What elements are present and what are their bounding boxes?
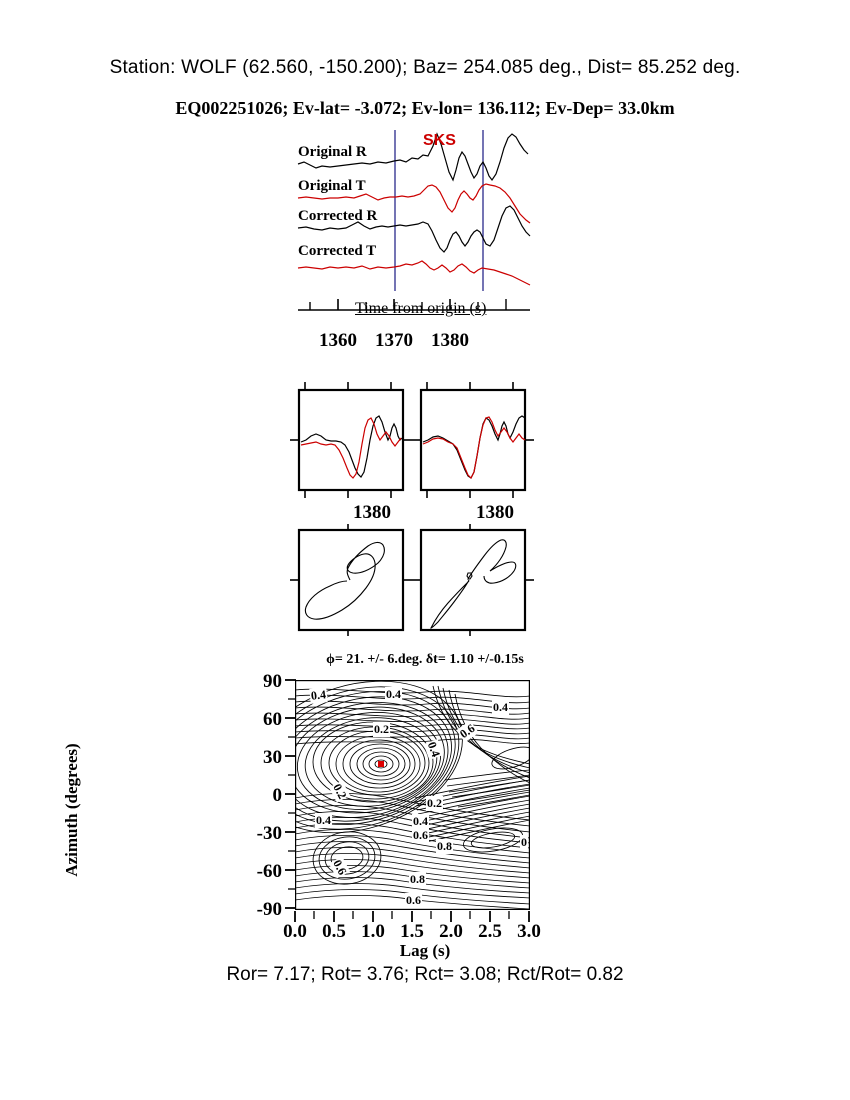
minimum-marker [378,761,384,767]
y-tick-neg90: -90 [256,899,282,920]
waveform-panel: Original R Original T Corrected R Correc… [290,128,540,293]
particle-motion-box-right [412,524,534,636]
particle-motion-right-content [412,524,534,636]
contour-label-10: 0.6 [412,828,429,843]
contour-labels: 0.4 0.4 0.4 0.2 0.6 0.4 0.2 0.2 0.4 0.4 … [295,680,530,910]
trace-label-original-r: Original R [298,144,367,160]
trace-label-corrected-r: Corrected R [298,208,378,224]
particle-path-right [430,539,517,629]
y-axis-title: Azimuth (degrees) [62,743,81,877]
x-tick-1-5: 1.5 [400,921,424,942]
trace-label-original-t: Original T [298,178,366,194]
waveform-box-left-content [290,382,412,498]
box-left-tick-label: 1380 [353,502,391,523]
time-axis-title: Time from origin (s) [355,300,487,317]
contour-label-9: 0.4 [412,814,429,829]
error-surface-plot [293,678,532,912]
contour-label-4: 0.6 [456,720,479,743]
contour-label-14: 0.8 [409,872,426,887]
trace-label-corrected-t: Corrected T [298,243,377,259]
y-tick-90: 90 [263,671,282,692]
x-tick-3-0: 3.0 [517,921,541,942]
time-tick-1360: 1360 [319,330,357,351]
contour-label-1: 0.4 [385,687,402,702]
corrected-waveform-box-right [412,382,534,498]
y-axis-ticks [285,679,296,909]
corrected-waveform-box-left [290,382,412,498]
y-tick-neg30: -30 [256,823,282,844]
contour-label-0: 0.4 [309,687,328,704]
particle-motion-left-content [290,524,412,636]
contour-label-7: 0.2 [426,796,443,811]
station-header: Station: WOLF (62.560, -150.200); Baz= 2… [109,57,741,78]
waveform-traces [297,130,531,291]
contour-label-8: 0.4 [315,813,332,828]
time-tick-1380: 1380 [431,330,469,351]
contour-label-12: 0 [520,835,528,850]
x-tick-2-0: 2.0 [439,921,463,942]
contour-label-13: 0.6 [328,856,351,879]
quality-footer: Ror= 7.17; Rot= 3.76; Rct= 3.08; Rct/Rot… [226,964,624,985]
x-axis-ticks [294,911,530,922]
contour-label-6: 0.2 [328,780,351,803]
time-axis [290,296,540,346]
x-tick-0-5: 0.5 [322,921,346,942]
y-tick-60: 60 [263,709,282,730]
y-tick-neg60: -60 [256,861,282,882]
time-tick-1370: 1370 [375,330,413,351]
x-tick-1-0: 1.0 [361,921,385,942]
box-right-tick-label: 1380 [476,502,514,523]
waveform-box-right-content [412,382,534,498]
box-right-trace-slow [422,416,526,480]
contour-label-2: 0.4 [492,700,509,715]
event-header: EQ002251026; Ev-lat= -3.072; Ev-lon= 136… [175,98,675,118]
x-tick-2-5: 2.5 [478,921,502,942]
contour-label-15: 0.6 [405,893,422,908]
x-tick-0-0: 0.0 [283,921,307,942]
box-right-trace-fast [422,415,526,479]
box-left-trace-fast [300,415,403,478]
y-tick-30: 30 [263,747,282,768]
particle-path-left [304,541,385,620]
contour-label-3: 0.2 [373,722,390,737]
contour-label-11: 0.8 [436,839,453,854]
y-tick-0: 0 [272,785,283,806]
trace-original-r [297,132,529,182]
x-axis-title: Lag (s) [399,941,451,960]
contour-label-5: 0.4 [423,738,444,761]
trace-corrected-t [297,260,531,286]
trace-corrected-r [297,205,531,253]
box-left-trace-slow [300,417,402,479]
time-axis-ruler [298,299,530,311]
particle-motion-box-left [290,524,412,636]
splitting-solution-label: ϕ= 21. +/- 6.deg. δt= 1.10 +/-0.15s [326,652,524,667]
contour-surface [293,678,532,912]
trace-original-t [297,183,531,224]
sks-phase-label: SKS [423,132,456,149]
